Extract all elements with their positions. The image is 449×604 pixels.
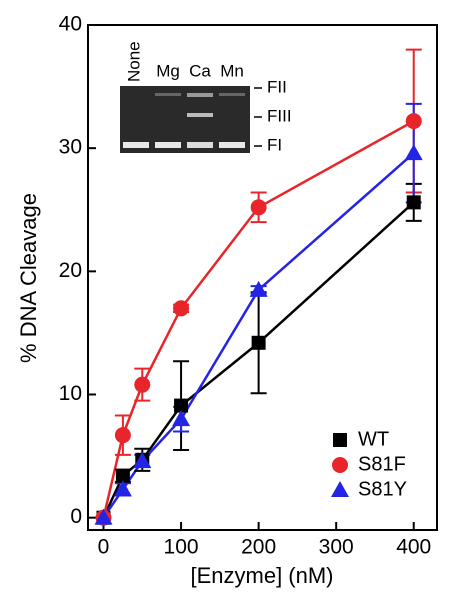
lane-label: None [124, 41, 143, 82]
legend-label: S81F [358, 453, 406, 475]
legend-marker [332, 457, 348, 473]
marker [94, 508, 113, 525]
y-tick-label: 40 [59, 13, 82, 36]
inset [120, 86, 262, 153]
gel-band [123, 142, 149, 148]
legend-marker [333, 433, 347, 447]
marker [133, 452, 152, 469]
marker [174, 398, 189, 413]
marker [405, 113, 422, 130]
x-tick-label: 400 [396, 536, 431, 559]
y-tick-label: 0 [70, 505, 82, 528]
legend-marker [331, 481, 349, 497]
legend-label: S81Y [358, 478, 407, 500]
x-tick-label: 0 [98, 536, 110, 559]
y-axis-title: % DNA Cleavage [16, 193, 41, 363]
band-label: FI [267, 135, 282, 154]
gel-band [187, 93, 213, 97]
marker [173, 300, 190, 317]
marker [406, 195, 421, 210]
gel-band [155, 93, 181, 96]
series-line [102, 119, 415, 518]
gel-band [219, 93, 245, 96]
gel [120, 86, 250, 153]
y-tick-label: 30 [59, 136, 82, 159]
marker [113, 480, 132, 497]
band-label: FIII [267, 106, 292, 125]
gel-band [187, 142, 213, 148]
plot-frame [87, 24, 438, 531]
lane-label: Ca [189, 61, 211, 80]
gel-band [155, 142, 181, 148]
marker [249, 280, 268, 297]
marker [251, 335, 266, 350]
x-axis-title: [Enzyme] (nM) [190, 563, 333, 588]
legend-label: WT [358, 428, 389, 450]
x-tick-label: 300 [319, 536, 354, 559]
marker [114, 427, 131, 444]
y-tick-label: 20 [59, 259, 82, 282]
marker [172, 410, 191, 427]
band-label: FII [267, 77, 287, 96]
lane-label: Mg [156, 61, 180, 80]
lane-label: Mn [220, 61, 244, 80]
marker [404, 144, 423, 161]
marker [134, 376, 151, 393]
marker [115, 468, 130, 483]
y-tick-label: 10 [59, 382, 82, 405]
x-tick-label: 100 [164, 536, 199, 559]
gel-band [187, 113, 213, 117]
gel-band [219, 142, 245, 148]
x-tick-label: 200 [241, 536, 276, 559]
marker [250, 199, 267, 216]
